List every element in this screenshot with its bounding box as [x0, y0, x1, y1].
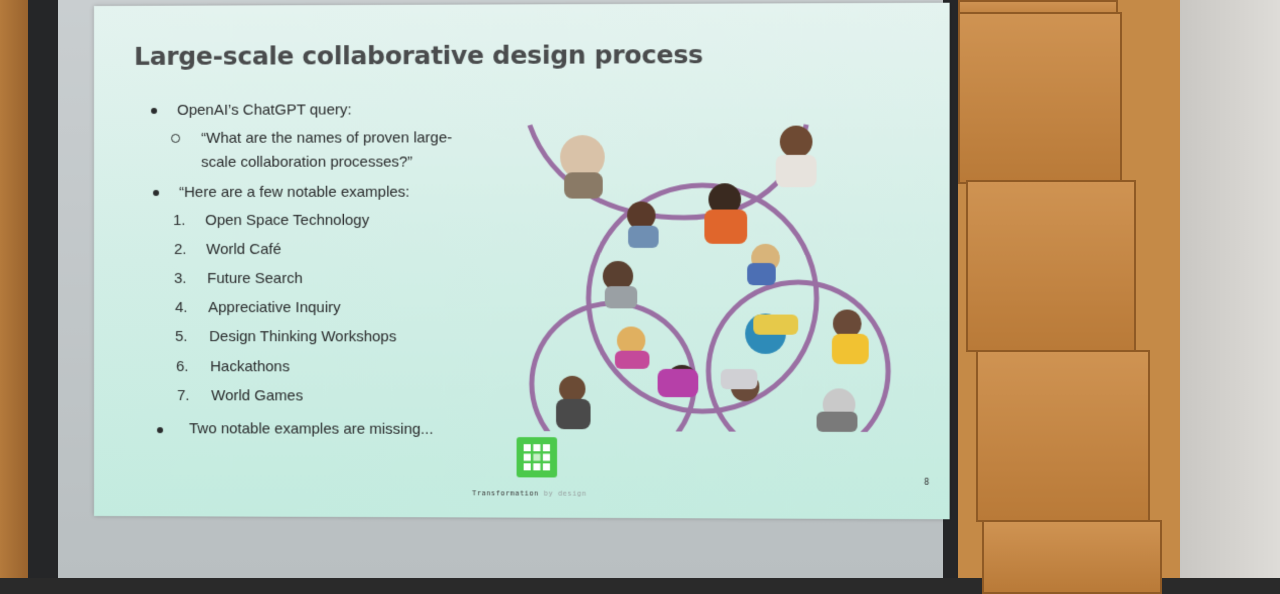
person-photo — [833, 310, 862, 338]
people-photos — [556, 125, 869, 432]
wood-panel — [966, 180, 1136, 352]
list-label: Hackathons — [210, 358, 290, 375]
list-number: 2. — [174, 241, 187, 258]
wood-panel — [982, 520, 1162, 594]
list-label: Open Space Technology — [205, 212, 369, 229]
sub-bullet-line: “What are the names of proven large- — [201, 129, 452, 147]
people-circles-collage — [522, 116, 904, 432]
list-number: 6. — [176, 358, 189, 375]
bullet-icon — [157, 427, 163, 433]
list-label: World Games — [211, 387, 303, 404]
wood-wall-panels — [958, 0, 1180, 578]
list-number: 3. — [174, 270, 187, 287]
slide-content: OpenAI’s ChatGPT query: “What are the na… — [149, 101, 542, 102]
bullet-text: OpenAI’s ChatGPT query: — [177, 101, 352, 118]
person-photo — [780, 126, 813, 158]
brand-wordmark: Transformation by design — [472, 489, 587, 497]
slide-page-number: 8 — [924, 478, 929, 487]
bullet-text: Two notable examples are missing... — [189, 420, 433, 438]
sub-bullet-line: scale collaboration processes?” — [201, 153, 412, 170]
list-label: World Café — [206, 241, 281, 258]
wood-panel — [976, 350, 1150, 522]
slide-title: Large-scale collaborative design process — [134, 40, 703, 71]
person-photo — [617, 327, 645, 355]
wall-right — [1180, 0, 1280, 578]
wood-panel — [958, 12, 1122, 184]
bullet-text: “Here are a few notable examples: — [179, 184, 410, 201]
circle-bullet-icon — [171, 134, 180, 143]
bullet-icon — [153, 190, 159, 196]
list-number: 7. — [177, 387, 190, 404]
list-label: Future Search — [207, 270, 302, 287]
slide: Large-scale collaborative design process… — [94, 3, 950, 520]
list-number: 1. — [173, 212, 186, 229]
person-photo — [559, 376, 585, 402]
brand-main: Transformation — [472, 489, 539, 497]
list-label: Design Thinking Workshops — [209, 328, 396, 345]
transformation-logo-icon — [517, 437, 558, 477]
list-number: 5. — [175, 328, 188, 345]
list-number: 4. — [175, 299, 188, 316]
list-label: Appreciative Inquiry — [208, 299, 340, 316]
brand-by: by design — [544, 490, 587, 498]
bullet-icon — [151, 108, 157, 114]
person-photo — [627, 202, 655, 230]
